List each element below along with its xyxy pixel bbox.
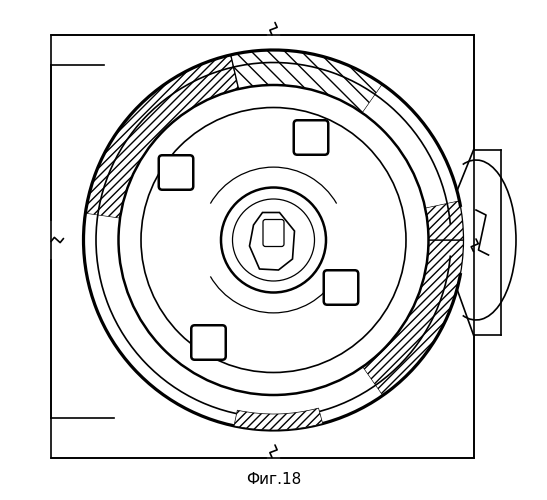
FancyBboxPatch shape [294, 120, 328, 155]
Wedge shape [84, 214, 382, 430]
Wedge shape [231, 50, 382, 119]
Text: 346: 346 [142, 218, 243, 236]
Text: 602: 602 [261, 276, 286, 289]
Text: 610: 610 [261, 161, 286, 184]
Text: 344: 344 [142, 206, 241, 227]
Wedge shape [418, 200, 463, 240]
Text: 610: 610 [142, 244, 241, 256]
Wedge shape [358, 240, 463, 396]
Wedge shape [358, 84, 459, 210]
Circle shape [141, 108, 406, 372]
Circle shape [221, 188, 326, 292]
Wedge shape [234, 408, 323, 430]
Text: 600: 600 [142, 231, 243, 244]
Text: 348: 348 [336, 221, 405, 234]
Circle shape [232, 199, 315, 281]
Polygon shape [249, 212, 294, 270]
FancyBboxPatch shape [191, 325, 226, 360]
FancyBboxPatch shape [324, 270, 358, 304]
Text: Фиг.18: Фиг.18 [246, 472, 301, 488]
FancyBboxPatch shape [159, 155, 193, 190]
Bar [51, 35, 474, 458]
Circle shape [119, 85, 428, 395]
FancyBboxPatch shape [263, 220, 284, 246]
Wedge shape [85, 55, 240, 220]
